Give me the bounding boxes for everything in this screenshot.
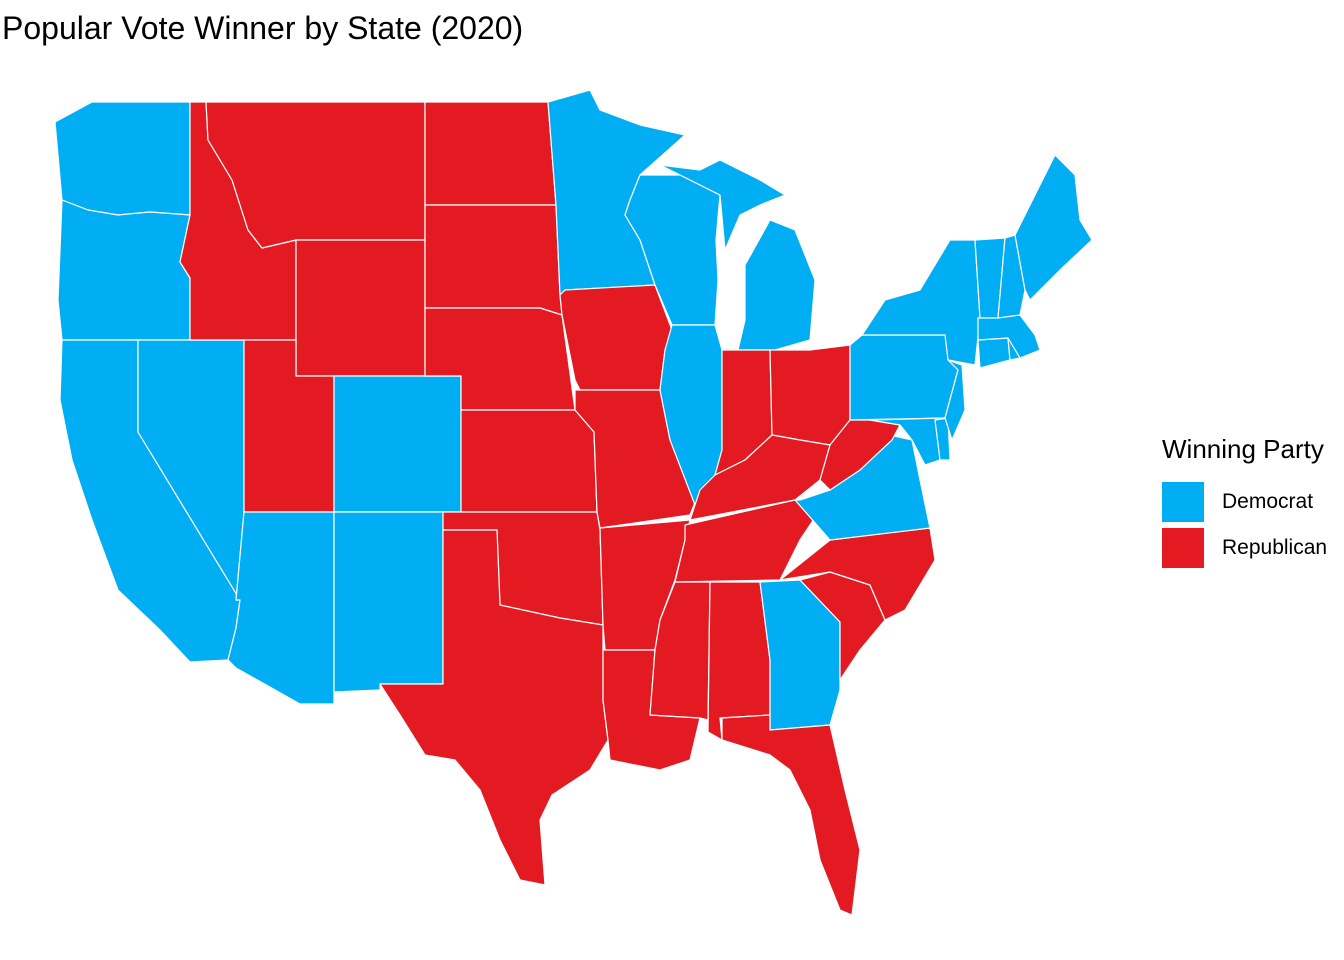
legend-label-republican: Republican [1222,536,1328,559]
state-ks [460,409,598,513]
state-wy [295,239,426,377]
state-wa [54,101,191,216]
state-oh [769,344,851,446]
state-co [333,375,462,513]
state-ct [977,337,1011,369]
state-az [227,511,335,705]
legend-swatch-democrat [1162,482,1204,522]
state-ia [559,284,673,391]
state-nm [333,511,444,693]
state-sd [424,204,563,316]
state-fl [721,714,861,916]
state-nd [424,101,557,206]
legend-swatch-republican [1162,528,1204,568]
state-nj [944,359,966,441]
state-or [57,199,191,341]
legend-label-democrat: Democrat [1222,490,1314,513]
state-me [1014,154,1093,301]
state-ma [977,314,1041,359]
state-ky [689,434,831,521]
legend-item-democrat: Democrat [1162,479,1327,525]
legend-title: Winning Party [1162,434,1324,464]
map-legend: Winning Party Democrat Republican [1162,434,1327,571]
state-de [934,417,951,461]
state-mi [659,159,816,351]
legend-item-republican: Republican [1162,525,1327,571]
state-pa [849,334,959,421]
chart-title: Popular Vote Winner by State (2020) [2,10,524,46]
state-tx [379,529,609,886]
